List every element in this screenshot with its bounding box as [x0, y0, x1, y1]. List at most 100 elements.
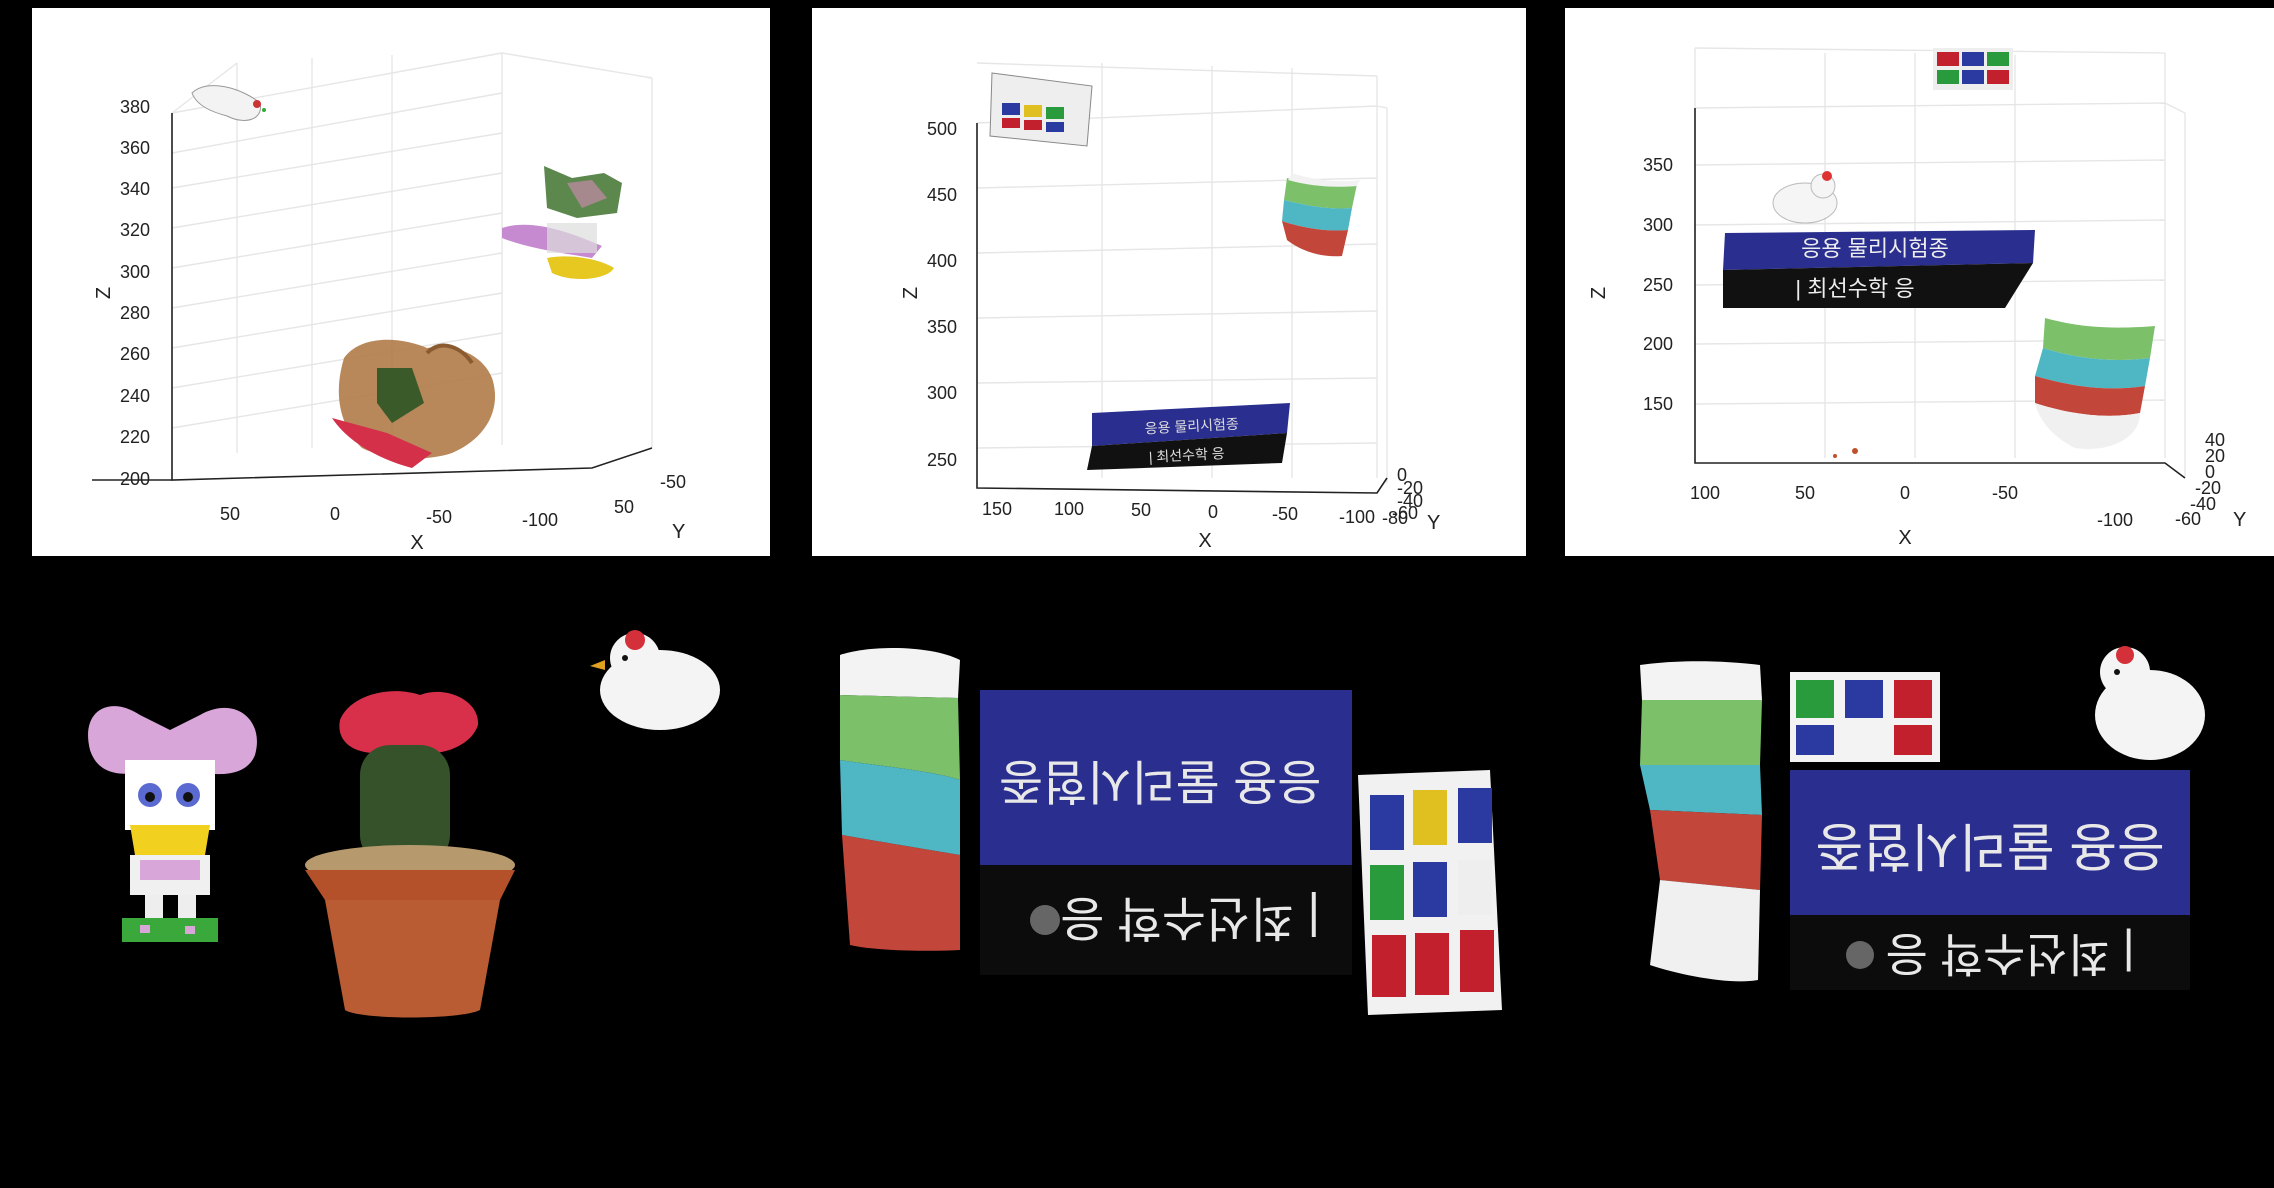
cactus-pot-image — [305, 691, 515, 1018]
plot-panel-a: 380 360 340 320 300 280 260 240 220 200 … — [32, 8, 770, 556]
book-top-spine-text: 응용 물리시험종 — [1815, 816, 2164, 874]
photo-c-svg: 응용 물리시험종 | 최선수학 응 — [1640, 646, 2205, 990]
photo-panel-c: 응용 물리시험종 | 최선수학 응 — [1580, 600, 2270, 1060]
z-tick: 350 — [1643, 155, 1673, 175]
y-tick: -20 — [1397, 478, 1423, 498]
x-tick: -50 — [426, 507, 452, 527]
plot-c-z-ticks: 350 300 250 200 150 — [1643, 155, 1673, 414]
y-tick: -60 — [2175, 509, 2201, 529]
plot-b-svg: 500 450 400 350 300 250 150 100 50 0 -50… — [900, 62, 1440, 552]
point-cloud-cactus-pot — [332, 339, 496, 468]
y-tick: 40 — [2205, 430, 2225, 450]
x-tick: 150 — [982, 499, 1012, 519]
books-image: 응용 물리시험종 | 최선수학 응 — [1790, 770, 2190, 990]
plot-a-x-ticks: 50 0 -50 -100 — [220, 504, 558, 530]
plot-a-y-ticks: -50 50 — [614, 472, 686, 517]
y-tick: -20 — [2195, 478, 2221, 498]
point-cloud-duck-figure — [502, 166, 622, 280]
y-tick: -40 — [1397, 491, 1423, 511]
z-tick: 150 — [1643, 394, 1673, 414]
plot-c-y-ticks: 40 20 0 -20 -40 -60 — [2175, 430, 2225, 529]
z-tick: 300 — [120, 262, 150, 282]
plot-b-x-ticks: 150 100 50 0 -50 -100 — [982, 499, 1375, 527]
x-axis-label: X — [1898, 527, 1911, 549]
z-tick: 240 — [120, 386, 150, 406]
book-bottom-spine-small: | 최선수학 응 — [1795, 276, 1914, 301]
y-tick: -60 — [1392, 503, 1418, 523]
plot-c-svg: 350 300 250 200 150 100 50 0 -50 -100 40… — [1588, 47, 2246, 549]
x-axis-label: X — [410, 532, 423, 554]
book-top-spine-small: 응용 물리시험종 — [1144, 416, 1239, 437]
z-tick: 360 — [120, 138, 150, 158]
y-tick: 20 — [2205, 446, 2225, 466]
z-tick: 220 — [120, 427, 150, 447]
x-tick: 50 — [1131, 500, 1151, 520]
x-tick: 50 — [220, 504, 240, 524]
z-tick: 260 — [120, 344, 150, 364]
x-tick: -100 — [1339, 507, 1375, 527]
plot-a-svg: 380 360 340 320 300 280 260 240 220 200 … — [92, 52, 686, 554]
z-tick: 380 — [120, 97, 150, 117]
z-tick: 250 — [1643, 275, 1673, 295]
y-axis-label: Y — [2233, 509, 2246, 531]
cube-image — [1790, 672, 1940, 762]
book-top-spine-small: 응용 물리시험종 — [1801, 236, 1949, 261]
z-tick: 300 — [927, 383, 957, 403]
y-tick: 0 — [1397, 465, 1407, 485]
z-axis-label: Z — [93, 287, 115, 299]
cup-image — [1640, 661, 1762, 982]
chick-image — [590, 630, 720, 730]
y-tick: -50 — [660, 472, 686, 492]
book-top-spine-text: 응용 물리시험종 — [999, 754, 1321, 807]
books-image: 응용 물리시험종 | 최선수학 응 — [980, 690, 1352, 975]
photo-panel-a — [60, 600, 750, 1060]
photo-panel-b: 응용 물리시험종 | 최선수학 응 — [810, 600, 1530, 1060]
z-tick: 340 — [120, 179, 150, 199]
y-tick: -80 — [1382, 508, 1408, 528]
x-tick: 0 — [1208, 502, 1218, 522]
z-tick: 350 — [927, 317, 957, 337]
z-tick: 200 — [1643, 334, 1673, 354]
y-tick: 50 — [614, 497, 634, 517]
y-axis-label: Y — [672, 521, 685, 543]
z-tick: 400 — [927, 251, 957, 271]
x-tick: 50 — [1795, 483, 1815, 503]
z-tick: 250 — [927, 450, 957, 470]
x-tick: 0 — [330, 504, 340, 524]
plot-panel-b: 500 450 400 350 300 250 150 100 50 0 -50… — [812, 8, 1526, 556]
point-cloud-cup — [2035, 318, 2155, 449]
plot-b-z-ticks: 500 450 400 350 300 250 — [927, 119, 957, 470]
y-tick: 0 — [2205, 462, 2215, 482]
x-tick: 0 — [1900, 483, 1910, 503]
point-cloud-books: 응용 물리시험종 | 최선수학 응 — [1723, 230, 2035, 308]
duck-figure-image — [88, 706, 257, 942]
x-tick: -50 — [1992, 483, 2018, 503]
point-cloud-books: 응용 물리시험종 | 최선수학 응 — [1087, 403, 1290, 470]
cube-image — [1358, 770, 1502, 1015]
x-tick: -100 — [2097, 510, 2133, 530]
z-axis-label: Z — [900, 287, 922, 299]
point-cloud-chick — [1772, 171, 1838, 224]
z-tick: 200 — [120, 469, 150, 489]
z-tick: 500 — [927, 119, 957, 139]
plot-b-y-ticks: 0 -20 -40 -60 -80 — [1382, 465, 1423, 528]
photo-b-svg: 응용 물리시험종 | 최선수학 응 — [840, 648, 1502, 1015]
z-tick: 300 — [1643, 215, 1673, 235]
point-cloud-cube — [1933, 48, 2013, 90]
z-axis-label: Z — [1588, 287, 1610, 299]
x-tick: -50 — [1272, 504, 1298, 524]
book-bottom-spine-text: | 최선수학 응 — [1060, 891, 1320, 944]
z-tick: 320 — [120, 220, 150, 240]
point-cloud-chick — [191, 85, 266, 121]
x-tick: -100 — [522, 510, 558, 530]
x-tick: 100 — [1690, 483, 1720, 503]
x-tick: 100 — [1054, 499, 1084, 519]
cup-image — [840, 648, 960, 951]
z-tick: 450 — [927, 185, 957, 205]
x-axis-label: X — [1198, 530, 1211, 552]
photo-a-svg — [88, 630, 720, 1018]
book-bottom-spine-small: | 최선수학 응 — [1148, 445, 1225, 465]
plot-c-x-ticks: 100 50 0 -50 -100 — [1690, 483, 2133, 530]
chick-image — [2095, 646, 2205, 760]
